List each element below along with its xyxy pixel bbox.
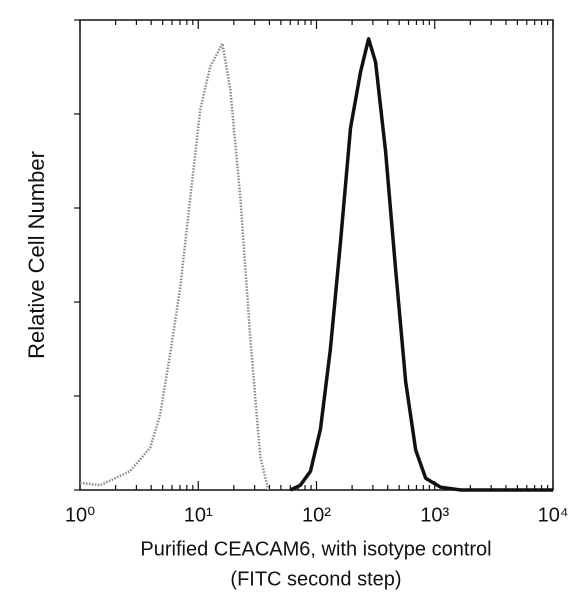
plot-frame xyxy=(79,19,554,491)
x-tick-label: 10² xyxy=(302,504,331,526)
x-tick-label: 10¹ xyxy=(184,504,213,526)
histogram-curve xyxy=(289,37,553,492)
y-axis-label: Relative Cell Number xyxy=(24,151,49,359)
histogram-curve xyxy=(79,42,270,491)
x-tick-label: 10⁰ xyxy=(65,504,95,526)
x-tick-label: 10³ xyxy=(420,504,449,526)
x-axis-label: Purified CEACAM6, with isotype control xyxy=(140,538,491,560)
x-tick-label: 10⁴ xyxy=(538,504,569,526)
x-axis-label: (FITC second step) xyxy=(230,568,401,590)
